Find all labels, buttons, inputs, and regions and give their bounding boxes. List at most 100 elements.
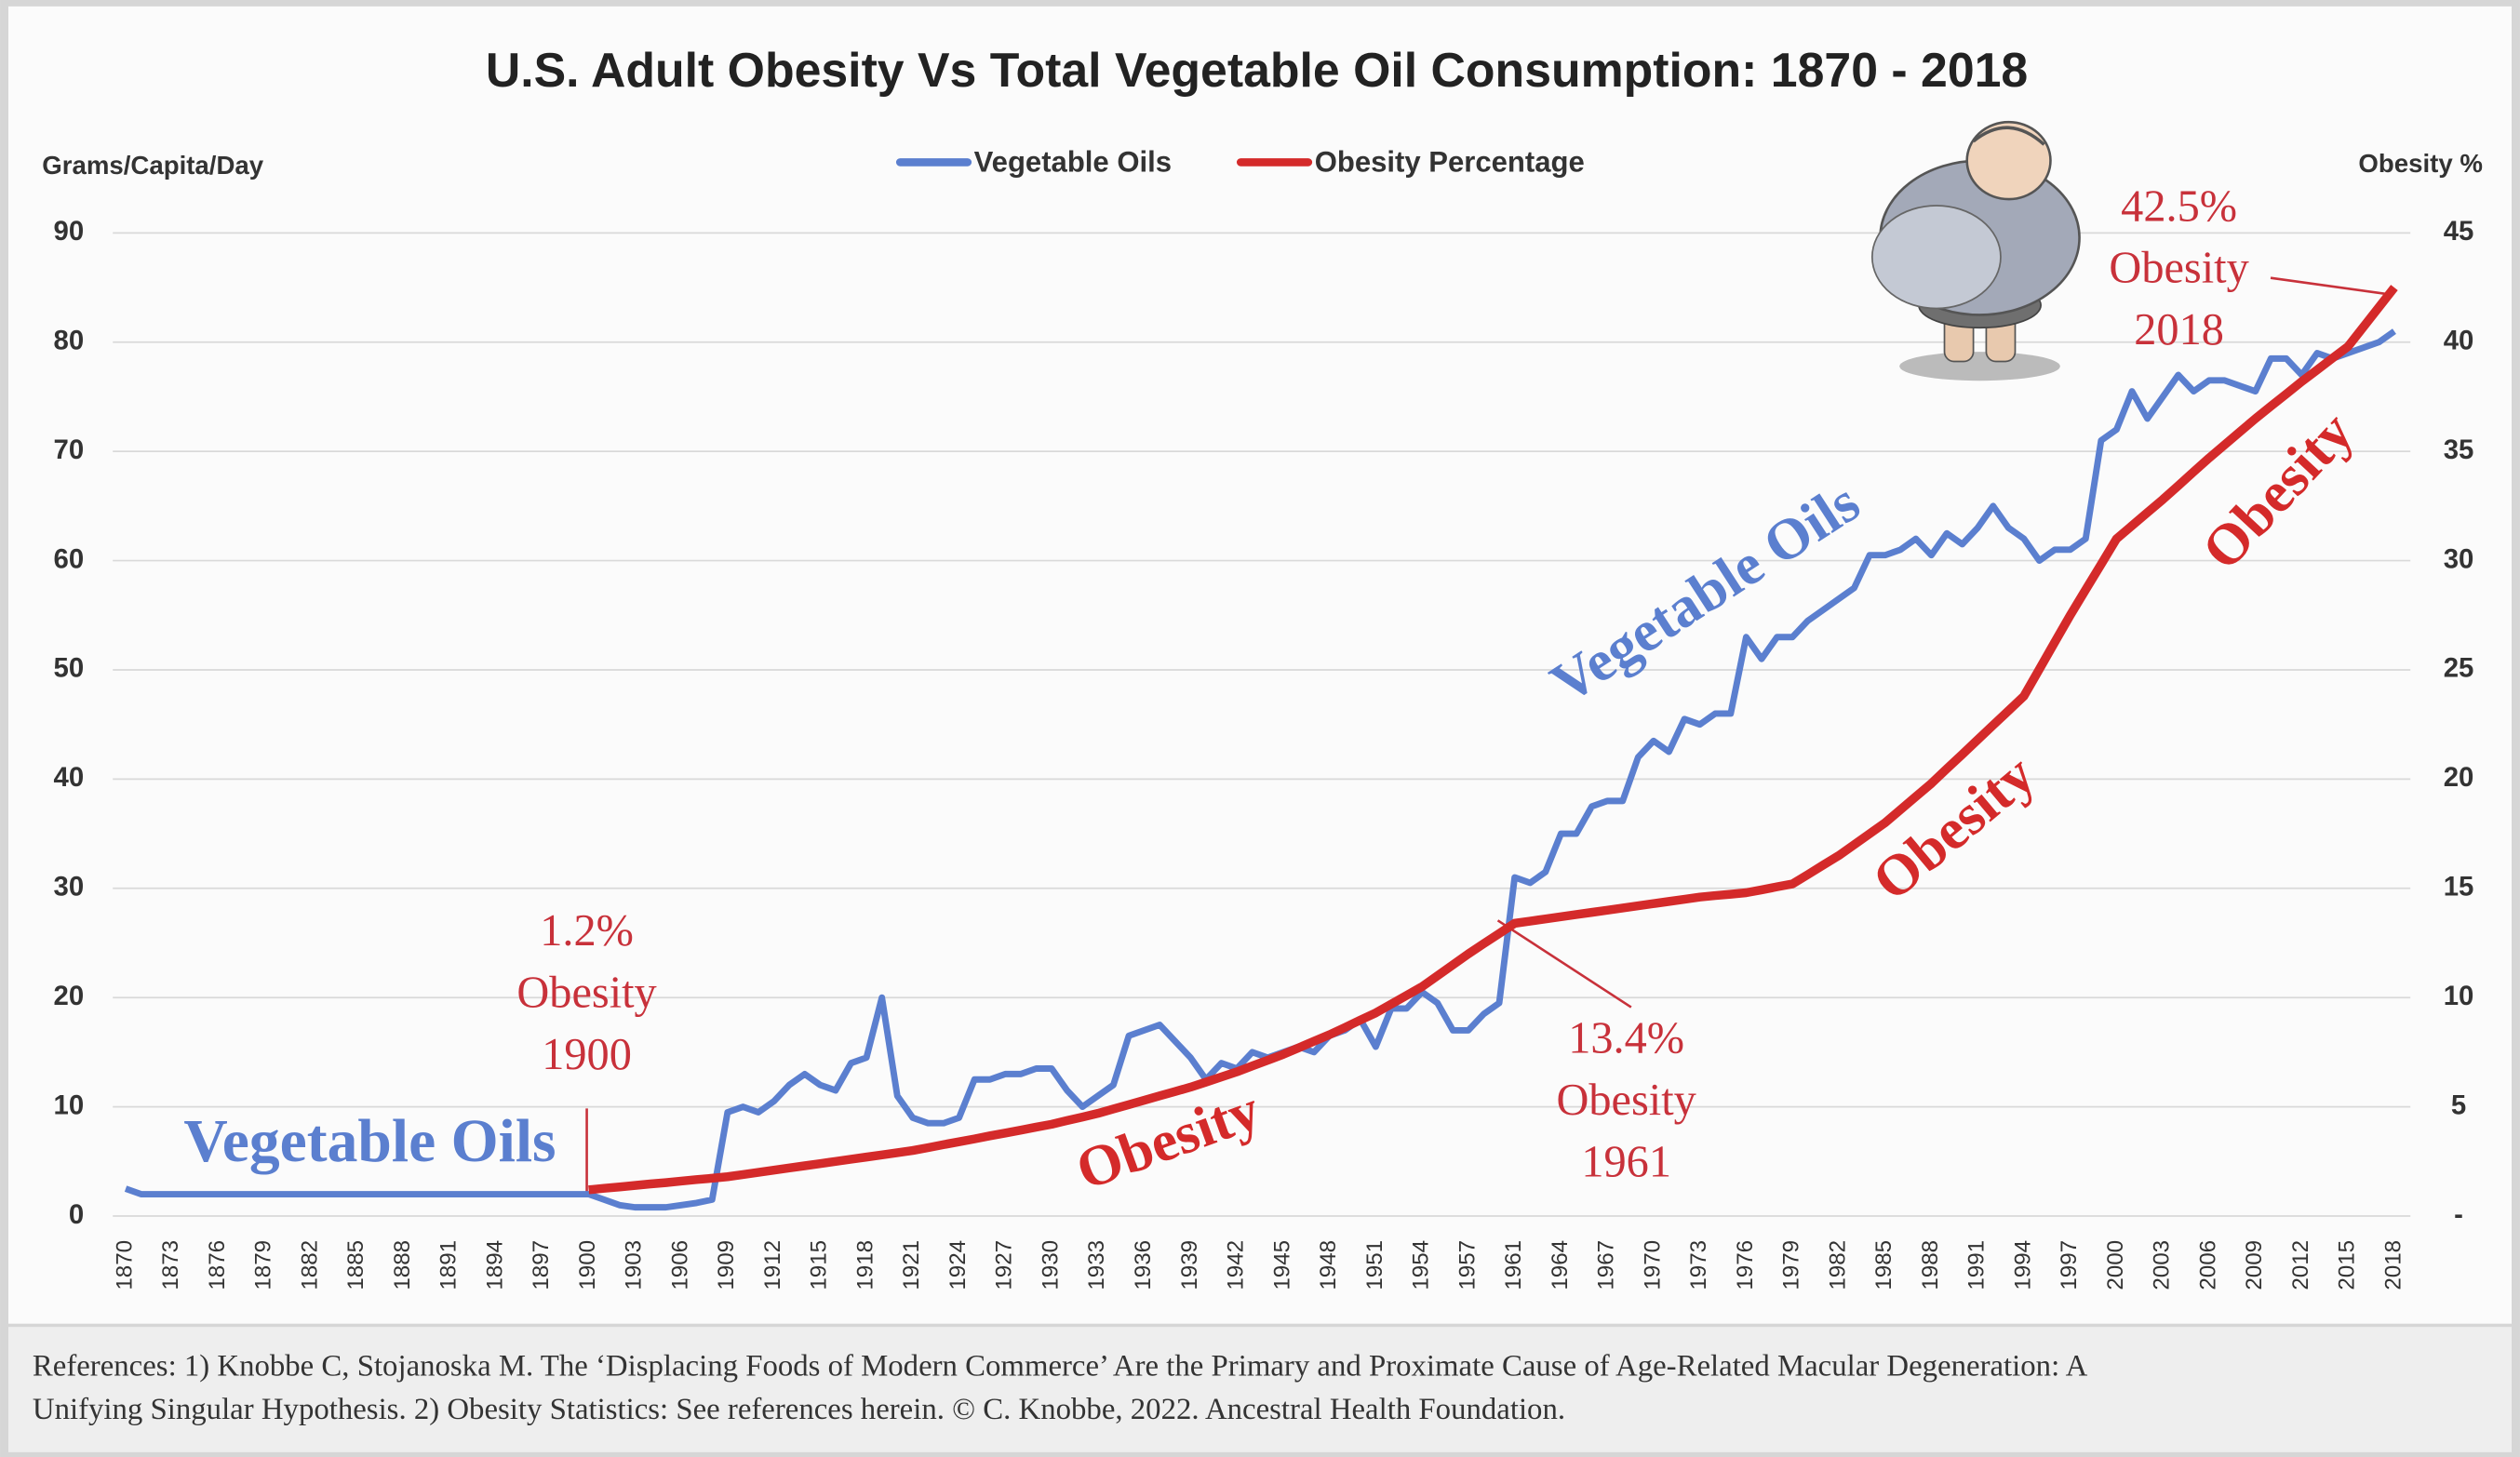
reference-line: Unifying Singular Hypothesis. 2) Obesity… <box>33 1393 1565 1426</box>
x-tick-label: 1961 <box>1501 1240 1526 1290</box>
y-tick-label: 10 <box>54 1089 85 1120</box>
x-tick-label: 1894 <box>482 1240 507 1290</box>
series-line <box>124 328 2396 1211</box>
x-tick-label: 1991 <box>1964 1240 1990 1290</box>
x-tick-label: 1876 <box>205 1240 230 1290</box>
x-tick-label: 1906 <box>667 1240 692 1290</box>
reference-line: References: 1) Knobbe C, Stojanoska M. T… <box>33 1350 2088 1383</box>
y2-tick-label: 15 <box>2444 872 2474 902</box>
annotation: 13.4% <box>1568 1014 1684 1063</box>
head <box>1965 120 2052 201</box>
annotation: 1900 <box>542 1030 632 1079</box>
x-tick-label: 1945 <box>1269 1240 1294 1290</box>
x-tick-label: 1994 <box>2010 1240 2035 1290</box>
annotation: 42.5% <box>2121 181 2237 231</box>
x-tick-label: 1921 <box>899 1240 924 1290</box>
y2-tick-label: 5 <box>2451 1089 2466 1120</box>
x-tick-label: 1957 <box>1454 1240 1480 1290</box>
y2-tick-label: 20 <box>2444 762 2474 793</box>
x-tick-label: 1933 <box>1084 1240 1109 1290</box>
x-tick-label: 1909 <box>714 1240 739 1290</box>
annotation: Obesity <box>2109 244 2248 293</box>
x-tick-label: 1888 <box>390 1240 415 1290</box>
legend-label: Obesity Percentage <box>1315 145 1585 178</box>
x-tick-label: 1970 <box>1640 1240 1665 1290</box>
y-axis-title: Grams/Capita/Day <box>42 151 263 180</box>
x-tick-label: 1927 <box>992 1240 1017 1290</box>
x-tick-label: 1988 <box>1918 1240 1943 1290</box>
x-tick-label: 1912 <box>760 1240 785 1290</box>
x-tick-label: 1918 <box>852 1240 878 1290</box>
y2-tick-label: - <box>2454 1199 2463 1230</box>
x-tick-label: 1903 <box>622 1240 647 1290</box>
x-tick-label: 2012 <box>2288 1240 2313 1290</box>
y2-tick-label: 45 <box>2444 216 2474 247</box>
x-tick-label: 1891 <box>436 1240 462 1290</box>
cartoon-man <box>1870 120 2081 381</box>
series-line <box>588 285 2398 1195</box>
x-tick-label: 1942 <box>1224 1240 1249 1290</box>
y2-tick-label: 30 <box>2444 543 2474 574</box>
x-tick-label: 1885 <box>343 1240 369 1290</box>
x-tick-label: 2009 <box>2242 1240 2267 1290</box>
annotation: 1961 <box>1581 1138 1671 1187</box>
x-tick-label: 1915 <box>807 1240 832 1290</box>
annotation: Obesity <box>516 968 656 1017</box>
x-tick-label: 1976 <box>1733 1240 1758 1290</box>
hair <box>1972 126 2045 146</box>
y-tick-label: 30 <box>54 872 85 902</box>
y-tick-label: 90 <box>54 216 85 247</box>
series-label: Vegetable Oils <box>183 1108 556 1175</box>
x-tick-label: 1979 <box>1779 1240 1804 1290</box>
x-tick-label: 1900 <box>575 1240 600 1290</box>
annotation: 2018 <box>2134 305 2224 354</box>
x-tick-label: 1897 <box>529 1240 554 1290</box>
y-tick-label: 70 <box>54 434 85 465</box>
x-tick-label: 1967 <box>1594 1240 1619 1290</box>
y-tick-label: 40 <box>54 762 85 793</box>
y2-tick-label: 25 <box>2444 653 2474 684</box>
x-tick-label: 1973 <box>1686 1240 1711 1290</box>
leader-line <box>2270 276 2387 296</box>
x-tick-label: 1882 <box>297 1240 322 1290</box>
x-tick-label: 1982 <box>1825 1240 1850 1290</box>
annotation: 1.2% <box>540 906 634 956</box>
x-tick-label: 1997 <box>2057 1240 2082 1290</box>
x-tick-label: 1985 <box>1871 1240 1897 1290</box>
y-tick-label: 50 <box>54 653 85 684</box>
x-tick-label: 1924 <box>945 1240 971 1290</box>
y-tick-label: 80 <box>54 326 85 356</box>
x-tick-label: 1939 <box>1177 1240 1202 1290</box>
x-tick-label: 1870 <box>112 1240 137 1290</box>
x-tick-label: 2006 <box>2195 1240 2220 1290</box>
y2-tick-label: 40 <box>2444 326 2474 356</box>
x-tick-label: 2000 <box>2103 1240 2128 1290</box>
y-tick-label: 0 <box>69 1199 84 1230</box>
annotation: Obesity <box>1556 1076 1696 1125</box>
x-tick-label: 1951 <box>1362 1240 1387 1290</box>
belly <box>1870 205 2002 310</box>
x-tick-label: 1954 <box>1409 1240 1434 1290</box>
y2-axis-title: Obesity % <box>2358 149 2483 178</box>
shadow <box>1899 352 2060 381</box>
y2-tick-label: 10 <box>2444 981 2474 1011</box>
plot-panel <box>8 6 2512 1324</box>
x-tick-label: 1930 <box>1039 1240 1064 1290</box>
y-tick-label: 20 <box>54 981 85 1011</box>
x-tick-label: 1873 <box>158 1240 183 1290</box>
leader-line <box>1496 919 1632 1009</box>
chart-title: U.S. Adult Obesity Vs Total Vegetable Oi… <box>486 43 2028 97</box>
legend-label: Vegetable Oils <box>974 145 1172 178</box>
x-tick-label: 2015 <box>2335 1240 2360 1290</box>
x-tick-label: 1964 <box>1548 1240 1573 1290</box>
x-tick-label: 1948 <box>1316 1240 1341 1290</box>
y-tick-label: 60 <box>54 543 85 574</box>
x-tick-label: 1879 <box>251 1240 276 1290</box>
reference-panel <box>8 1327 2512 1452</box>
x-tick-label: 2018 <box>2380 1240 2406 1290</box>
y2-tick-label: 35 <box>2444 434 2474 465</box>
x-tick-label: 2003 <box>2150 1240 2175 1290</box>
x-tick-label: 1936 <box>1131 1240 1156 1290</box>
